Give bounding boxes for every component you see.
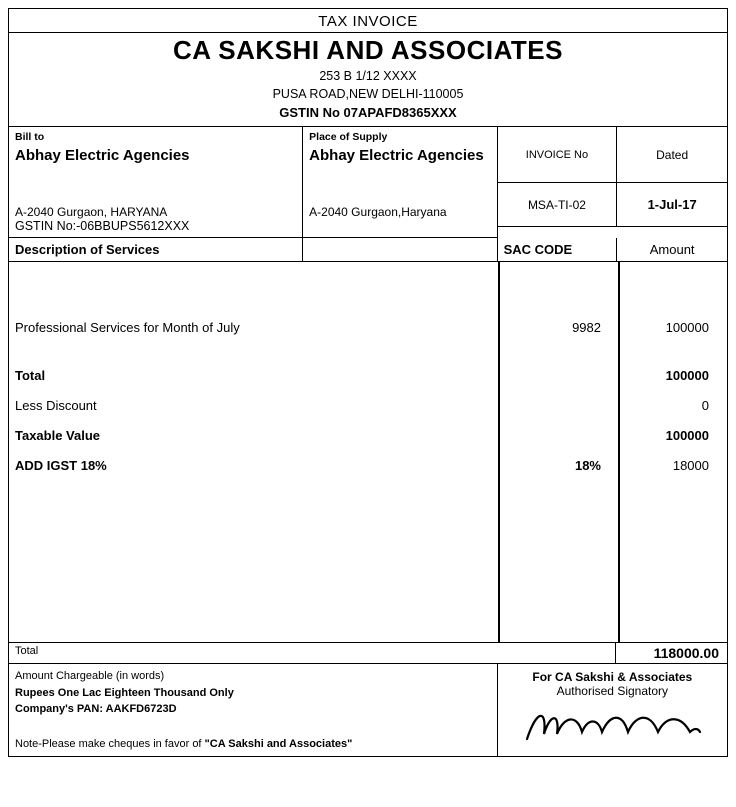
amount-words: Rupees One Lac Eighteen Thousand Only: [15, 685, 491, 702]
invoice-footer: Amount Chargeable (in words) Rupees One …: [9, 664, 727, 756]
pos-name: Abhay Electric Agencies: [309, 147, 490, 164]
invoice-container: TAX INVOICE CA SAKSHI AND ASSOCIATES 253…: [8, 8, 728, 757]
dated-label: Dated: [656, 148, 688, 162]
total-amount: 100000: [613, 368, 717, 383]
igst-amount: 18000: [613, 458, 717, 473]
service-desc: Professional Services for Month of July: [15, 320, 493, 335]
column-headers: Description of Services SAC CODE Amount: [9, 238, 727, 262]
pos-addr: A-2040 Gurgaon,Haryana: [309, 205, 490, 219]
bill-to-label: Bill to: [15, 131, 296, 143]
document-type: TAX INVOICE: [9, 13, 727, 33]
col-desc-header: Description of Services: [9, 238, 303, 262]
dated-value: 1-Jul-17: [648, 197, 697, 212]
grand-total-row: Total 118000.00: [9, 642, 727, 664]
party-row-bottom: A-2040 Gurgaon, HARYANA GSTIN No:-06BBUP…: [9, 183, 727, 238]
pos-label: Place of Supply: [309, 131, 490, 143]
sac-code: 9982: [493, 320, 613, 335]
bill-to-name: Abhay Electric Agencies: [15, 147, 296, 164]
invoice-header: TAX INVOICE CA SAKSHI AND ASSOCIATES 253…: [9, 9, 727, 127]
igst-rate: 18%: [493, 458, 613, 473]
col-blank-header: [303, 238, 497, 262]
authorised-signatory: Authorised Signatory: [502, 684, 723, 698]
invoice-no-value: MSA-TI-02: [528, 198, 586, 212]
taxable-amount: 100000: [613, 428, 717, 443]
invoice-no-label: INVOICE No: [526, 149, 588, 161]
discount-label: Less Discount: [15, 398, 493, 413]
for-company: For CA Sakshi & Associates: [502, 670, 723, 684]
company-addr1: 253 B 1/12 XXXX: [9, 68, 727, 86]
grand-total-amount: 118000.00: [616, 643, 727, 663]
body-divider-2: [618, 262, 620, 642]
invoice-body: Professional Services for Month of July …: [9, 262, 727, 642]
company-gstin: GSTIN No 07APAFD8365XXX: [9, 105, 727, 120]
col-amount-header: Amount: [617, 238, 727, 262]
col-sac-header: SAC CODE: [498, 238, 618, 262]
bill-to-addr: A-2040 Gurgaon, HARYANA: [15, 205, 296, 219]
signature-icon: [522, 704, 702, 746]
discount-amount: 0: [613, 398, 717, 413]
grand-total-label: Total: [9, 643, 616, 663]
party-row-top: Bill to Abhay Electric Agencies Place of…: [9, 127, 727, 183]
bill-to-gstin: GSTIN No:-06BBUPS5612XXX: [15, 219, 296, 233]
company-pan: Company's PAN: AAKFD6723D: [15, 701, 491, 718]
cheque-note: Note-Please make cheques in favor of "CA…: [15, 736, 491, 753]
taxable-label: Taxable Value: [15, 428, 493, 443]
body-divider-1: [498, 262, 500, 642]
total-label: Total: [15, 368, 493, 383]
company-name: CA SAKSHI AND ASSOCIATES: [9, 35, 727, 66]
line-amount: 100000: [613, 320, 717, 335]
amount-words-label: Amount Chargeable (in words): [15, 668, 491, 685]
company-addr2: PUSA ROAD,NEW DELHI-110005: [9, 86, 727, 104]
igst-label: ADD IGST 18%: [15, 458, 493, 473]
